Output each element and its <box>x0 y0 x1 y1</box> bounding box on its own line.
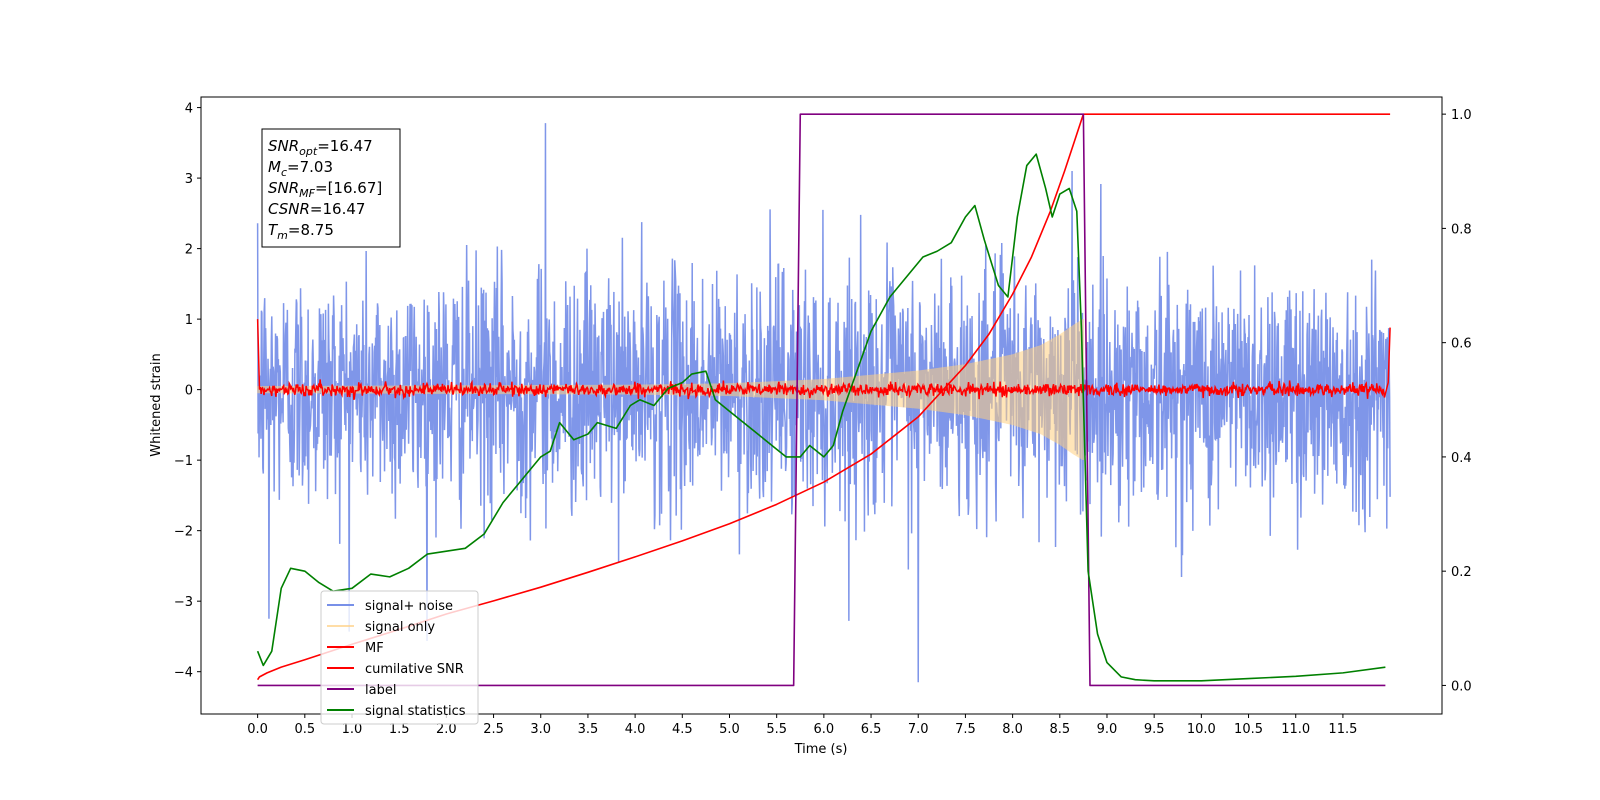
series-signal-statistics-line <box>256 153 1386 682</box>
y-tick-label: 4 <box>185 102 193 117</box>
x-tick-label: 7.0 <box>908 722 929 737</box>
x-tick-label: 6.5 <box>861 722 882 737</box>
info-line: Mc=7.03 <box>268 158 333 179</box>
x-tick-label: 6.0 <box>814 722 835 737</box>
x-tick-label: 10.0 <box>1187 722 1216 737</box>
x-tick-label: 3.5 <box>578 722 599 737</box>
x-tick-label: 9.5 <box>1144 722 1165 737</box>
x-tick-label: 4.5 <box>672 722 693 737</box>
legend-label-signal-statistics: signal statistics <box>365 704 466 719</box>
x-tick-label: 3.0 <box>530 722 551 737</box>
legend-label-label: label <box>365 683 396 698</box>
x-tick-label: 0.0 <box>247 722 268 737</box>
x-axis-label: Time (s) <box>794 742 848 757</box>
series-label-line <box>257 113 1386 687</box>
y2-tick-label: 0.6 <box>1451 337 1472 352</box>
info-line-subscript: m <box>277 229 288 242</box>
x-tick-label: 8.0 <box>1002 722 1023 737</box>
y-tick-label: −3 <box>174 595 193 610</box>
y-tick-label: 3 <box>185 172 193 187</box>
x-tick-label: 11.5 <box>1328 722 1357 737</box>
y2-tick-label: 0.8 <box>1451 222 1472 237</box>
y-tick-label: −4 <box>174 666 193 681</box>
info-line-subscript: c <box>281 166 287 179</box>
info-line-subscript: opt <box>299 145 318 158</box>
info-line: SNRopt=16.47 <box>268 137 373 158</box>
info-line-name: SNR <box>268 137 299 155</box>
info-box: SNRopt=16.47Mc=7.03SNRMF=[16.67]CSNR=16.… <box>261 128 401 248</box>
x-tick-label: 1.0 <box>342 722 363 737</box>
info-line-value: =16.47 <box>310 200 366 218</box>
info-line: SNRMF=[16.67] <box>268 179 382 200</box>
info-line-name: T <box>268 221 279 239</box>
info-line-value: =7.03 <box>287 158 333 176</box>
legend-frame <box>320 590 479 725</box>
x-tick-label: 5.5 <box>766 722 787 737</box>
x-tick-label: 9.0 <box>1097 722 1118 737</box>
info-line-name: CSNR <box>268 200 310 218</box>
y2-tick-label: 0.2 <box>1451 565 1472 580</box>
info-line-value: =[16.67] <box>315 179 382 197</box>
x-tick-label: 5.0 <box>719 722 740 737</box>
y-axis-right: 0.0 0.2 0.4 0.6 0.8 1.0 <box>1442 108 1472 694</box>
y2-tick-label: 0.0 <box>1451 679 1472 694</box>
info-line: Tm=8.75 <box>268 221 334 242</box>
x-tick-label: 0.5 <box>294 722 315 737</box>
y-tick-label: −2 <box>174 525 193 540</box>
x-tick-label: 7.5 <box>955 722 976 737</box>
y-axis-left: −4 −3 −2 −1 0 1 2 3 4 <box>174 102 201 681</box>
info-line-value: =16.47 <box>317 137 373 155</box>
legend-label-signal-noise: signal+ noise <box>365 599 453 614</box>
info-line-subscript: MF <box>299 187 315 200</box>
x-tick-label: 8.5 <box>1049 722 1070 737</box>
y-tick-label: −1 <box>174 454 193 469</box>
x-axis: 0.0 0.5 1.0 1.5 2.0 2.5 3.0 3.5 4.0 4.5 5.0 5.5 6.0 6… <box>247 714 1357 737</box>
x-tick-label: 1.5 <box>389 722 410 737</box>
y-tick-label: 0 <box>185 384 193 399</box>
y-axis-label: Whitened strain <box>149 353 164 456</box>
x-tick-label: 2.5 <box>483 722 504 737</box>
series-mf-line <box>256 319 1391 400</box>
info-line: CSNR=16.47 <box>268 200 365 218</box>
y2-tick-label: 1.0 <box>1451 108 1472 123</box>
legend-label-signal-only: signal only <box>365 620 435 635</box>
plot-frame <box>200 96 1443 715</box>
info-line-name: SNR <box>268 179 299 197</box>
series-signal-noise-line <box>256 123 1391 683</box>
info-line-name: M <box>268 158 281 176</box>
info-box-frame <box>261 128 401 248</box>
legend-label-cumilative-snr: cumilative SNR <box>365 662 464 677</box>
legend-label-mf: MF <box>365 641 384 656</box>
x-tick-label: 10.5 <box>1234 722 1263 737</box>
legend: signal+ noise signal only MF cumilative SNR… <box>320 590 479 725</box>
info-line-value: =8.75 <box>288 221 334 239</box>
y-tick-label: 1 <box>185 313 193 328</box>
x-tick-label: 4.0 <box>625 722 646 737</box>
y-tick-label: 2 <box>185 243 193 258</box>
y2-tick-label: 0.4 <box>1451 451 1472 466</box>
x-tick-label: 11.0 <box>1281 722 1310 737</box>
x-tick-label: 2.0 <box>436 722 457 737</box>
